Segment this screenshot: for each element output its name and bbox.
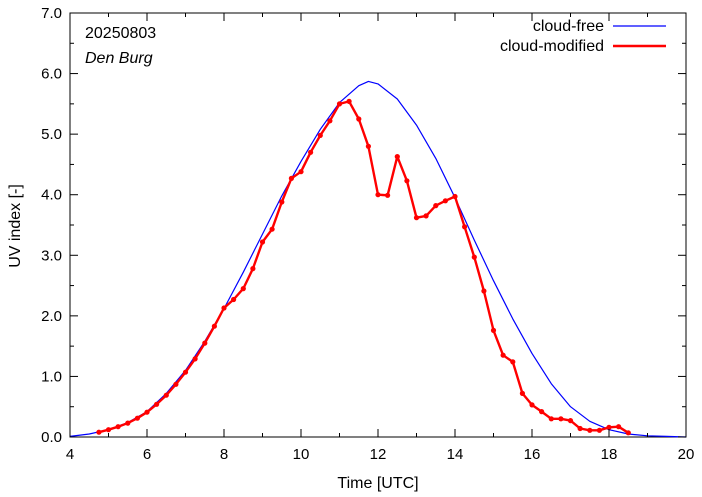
data-point-cloud-modified — [221, 305, 227, 311]
y-tick-label: 3.0 — [41, 247, 62, 264]
data-point-cloud-modified — [336, 101, 343, 107]
y-tick-label: 5.0 — [41, 126, 62, 143]
data-point-cloud-modified — [404, 178, 410, 184]
data-point-cloud-modified — [105, 427, 112, 433]
data-point-cloud-modified — [423, 213, 429, 219]
y-tick-label: 1.0 — [41, 368, 62, 385]
x-tick-label: 6 — [143, 446, 151, 463]
data-point-cloud-modified — [154, 401, 160, 407]
data-point-cloud-modified — [471, 254, 477, 260]
date-annotation: 20250803 — [85, 25, 156, 42]
location-annotation: Den Burg — [85, 50, 153, 67]
x-tick-label: 8 — [220, 446, 228, 463]
data-point-cloud-modified — [192, 356, 198, 362]
y-axis-title: UV index [-] — [7, 184, 24, 268]
legend: cloud-free cloud-modified — [500, 18, 666, 55]
series-line-cloud-free — [69, 80, 687, 438]
x-tick-label: 4 — [66, 446, 74, 463]
data-point-cloud-modified — [558, 416, 564, 422]
y-tick-label: 2.0 — [41, 308, 62, 325]
x-tick-label: 18 — [601, 446, 618, 463]
data-point-cloud-modified — [539, 409, 545, 415]
data-point-cloud-modified — [519, 390, 526, 396]
data-point-cloud-modified — [510, 359, 516, 365]
legend-label-cloud-modified: cloud-modified — [500, 38, 604, 55]
data-point-cloud-modified — [144, 409, 150, 415]
y-tick-label: 7.0 — [41, 5, 62, 22]
data-point-cloud-modified — [259, 239, 266, 245]
y-tick-label: 6.0 — [41, 66, 62, 83]
data-point-cloud-modified — [625, 430, 631, 436]
x-tick-label: 10 — [293, 446, 310, 463]
data-point-cloud-modified — [173, 381, 179, 387]
data-point-cloud-modified — [442, 198, 448, 204]
data-point-cloud-modified — [279, 199, 285, 205]
data-point-cloud-modified — [616, 424, 622, 430]
data-point-cloud-modified — [134, 415, 140, 421]
series-line-cloud-modified — [98, 100, 629, 434]
data-point-cloud-modified — [567, 418, 574, 424]
data-point-cloud-modified — [202, 340, 208, 346]
data-point-cloud-modified — [548, 416, 554, 422]
data-point-cloud-modified — [356, 116, 362, 122]
data-point-cloud-modified — [596, 427, 603, 433]
data-point-cloud-modified — [240, 286, 246, 292]
x-tick-label: 12 — [370, 446, 387, 463]
legend-label-cloud-free: cloud-free — [533, 18, 604, 35]
data-point-cloud-modified — [375, 192, 381, 198]
data-point-cloud-modified — [96, 429, 102, 435]
y-tick-label: 4.0 — [41, 187, 62, 204]
data-point-cloud-modified — [413, 215, 420, 221]
data-point-cloud-modified — [346, 98, 352, 104]
data-point-cloud-modified — [308, 149, 314, 155]
data-point-cloud-modified — [490, 327, 497, 333]
data-point-cloud-modified — [211, 323, 217, 329]
y-tick-label: 0.0 — [41, 429, 62, 446]
data-point-cloud-modified — [298, 169, 304, 175]
data-point-cloud-modified — [163, 392, 169, 398]
data-point-cloud-modified — [606, 424, 612, 430]
data-point-cloud-modified — [385, 192, 391, 198]
x-tick-label: 20 — [678, 446, 695, 463]
data-point-cloud-modified — [250, 266, 256, 272]
data-point-cloud-modified — [365, 143, 371, 149]
data-point-cloud-modified — [125, 420, 131, 426]
data-point-cloud-modified — [394, 154, 400, 160]
data-point-cloud-modified — [481, 288, 487, 294]
data-point-cloud-modified — [231, 296, 237, 303]
x-axis-title: Time [UTC] — [337, 475, 418, 492]
data-point-cloud-modified — [462, 224, 468, 230]
data-point-cloud-modified — [327, 118, 333, 124]
data-point-cloud-modified — [577, 425, 583, 432]
plot-frame — [69, 12, 687, 438]
data-point-cloud-modified — [587, 427, 593, 433]
data-point-cloud-modified — [288, 175, 294, 181]
data-point-cloud-modified — [433, 203, 439, 209]
data-point-cloud-modified — [317, 132, 323, 138]
data-point-cloud-modified — [500, 352, 506, 358]
x-tick-label: 14 — [447, 446, 464, 463]
data-point-cloud-modified — [529, 402, 535, 408]
x-tick-label: 16 — [524, 446, 541, 463]
data-point-cloud-modified — [452, 193, 458, 200]
data-point-cloud-modified — [182, 369, 189, 375]
data-point-cloud-modified — [269, 226, 275, 232]
data-point-cloud-modified — [115, 424, 121, 430]
